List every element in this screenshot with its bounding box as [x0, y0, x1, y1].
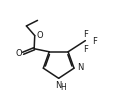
- Text: O: O: [15, 49, 22, 58]
- Text: F: F: [83, 45, 88, 54]
- Text: F: F: [91, 37, 96, 46]
- Text: N: N: [76, 63, 82, 72]
- Text: N: N: [55, 81, 61, 90]
- Text: O: O: [36, 31, 43, 40]
- Text: F: F: [83, 30, 88, 39]
- Text: H: H: [60, 83, 66, 92]
